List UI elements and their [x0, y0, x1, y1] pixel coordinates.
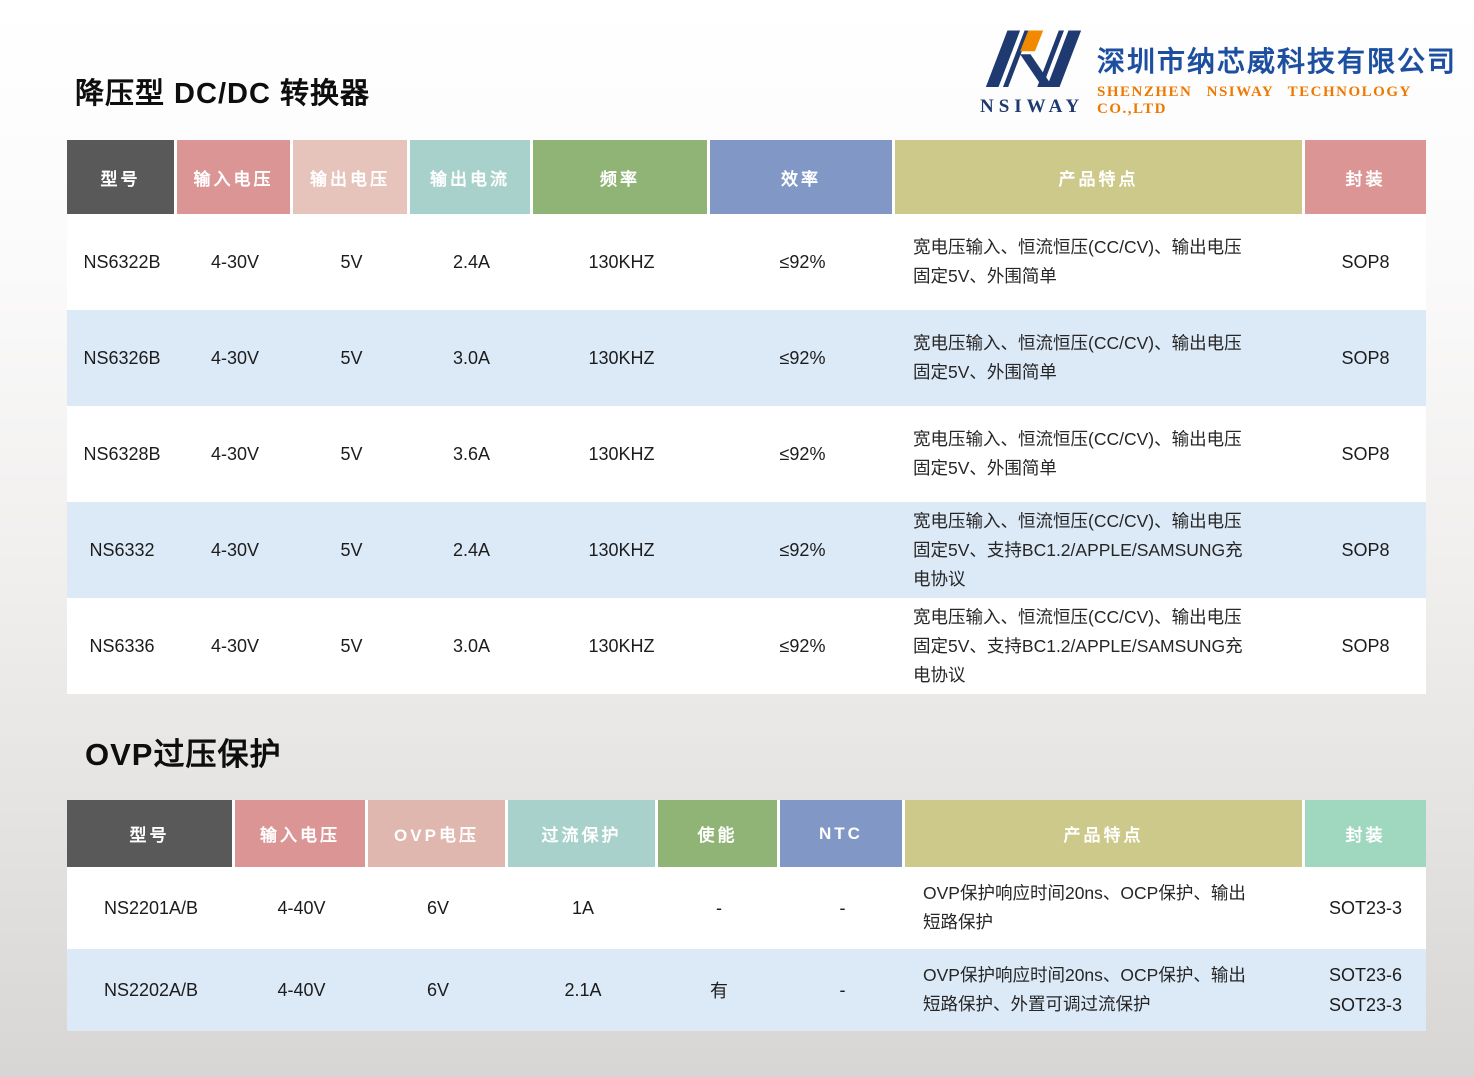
header-features: 产品特点: [895, 140, 1305, 214]
header-model: 型号: [67, 800, 235, 867]
cell-input-voltage: 4-30V: [210, 635, 260, 656]
cell-output-voltage: 5V: [340, 635, 363, 656]
header-input-voltage: 输入电压: [177, 140, 293, 214]
cell-frequency: 130KHZ: [588, 347, 655, 368]
ovp-protection-table: 型号 输入电压 OVP电压 过流保护 使能 NTC 产品特点 封装 NS2201…: [67, 800, 1426, 1031]
company-logo: NSIWAY 深圳市纳芯威科技有限公司 SHENZHEN NSIWAY TECH…: [980, 26, 1474, 118]
logo-brand-text: NSIWAY: [980, 96, 1085, 117]
cell-output-voltage: 5V: [340, 539, 363, 560]
cell-efficiency: ≤92%: [779, 443, 826, 464]
cell-package: SOP8: [1341, 444, 1390, 464]
table-row: NS6326B 4-30V 5V 3.0A 130KHZ ≤92% 宽电压输入、…: [67, 310, 1426, 406]
cell-package: SOT23-3: [1328, 898, 1403, 918]
cell-output-voltage: 5V: [340, 251, 363, 272]
header-frequency: 频率: [533, 140, 710, 214]
cell-frequency: 130KHZ: [588, 539, 655, 560]
header-features: 产品特点: [905, 800, 1305, 867]
cell-model: NS6332: [89, 539, 155, 560]
table-row: NS6332 4-30V 5V 2.4A 130KHZ ≤92% 宽电压输入、恒…: [67, 502, 1426, 598]
table-row: NS6328B 4-30V 5V 3.6A 130KHZ ≤92% 宽电压输入、…: [67, 406, 1426, 502]
cell-features: 宽电压输入、恒流恒压(CC/CV)、输出电压 固定5V、外围简单: [913, 333, 1242, 382]
table-row: NS2202A/B 4-40V 6V 2.1A 有 - OVP保护响应时间20n…: [67, 949, 1426, 1031]
cell-output-voltage: 5V: [340, 347, 363, 368]
cell-efficiency: ≤92%: [779, 251, 826, 272]
cell-output-voltage: 5V: [340, 443, 363, 464]
cell-input-voltage: 4-30V: [210, 251, 260, 272]
header-package: 封装: [1305, 800, 1426, 867]
dcdc-converter-table: 型号 输入电压 输出电压 输出电流 频率 效率 产品特点 封装 NS6322B …: [67, 140, 1426, 694]
cell-model: NS2202A/B: [103, 979, 199, 1000]
table-header-row: 型号 输入电压 输出电压 输出电流 频率 效率 产品特点 封装: [67, 140, 1426, 214]
cell-features: 宽电压输入、恒流恒压(CC/CV)、输出电压 固定5V、外围简单: [913, 429, 1242, 478]
cell-output-current: 2.4A: [452, 251, 491, 272]
cell-input-voltage: 4-30V: [210, 443, 260, 464]
cell-package: SOP8: [1341, 636, 1390, 656]
cell-enable: 有: [710, 981, 728, 1001]
cell-efficiency: ≤92%: [779, 539, 826, 560]
header-ocp: 过流保护: [508, 800, 658, 867]
header-ntc: NTC: [780, 800, 905, 867]
cell-model: NS6322B: [83, 251, 161, 272]
company-name-en: SHENZHEN NSIWAY TECHNOLOGY CO.,LTD: [1097, 84, 1412, 117]
cell-ocp: 2.1A: [564, 979, 602, 1000]
cell-input-voltage: 4-40V: [277, 897, 326, 918]
cell-features: 宽电压输入、恒流恒压(CC/CV)、输出电压 固定5V、支持BC1.2/APPL…: [913, 606, 1243, 685]
cell-model: NS6328B: [83, 443, 161, 464]
cell-package: SOP8: [1341, 252, 1390, 272]
nsiway-n-mark-icon: [985, 30, 1082, 88]
table-row: NS6322B 4-30V 5V 2.4A 130KHZ ≤92% 宽电压输入、…: [67, 214, 1426, 310]
section1-title: 降压型 DC/DC 转换器: [75, 78, 370, 110]
cell-features: OVP保护响应时间20ns、OCP保护、输出 短路保护: [923, 883, 1246, 932]
cell-frequency: 130KHZ: [588, 635, 655, 656]
cell-package: SOP8: [1341, 540, 1390, 560]
table-header-row: 型号 输入电压 OVP电压 过流保护 使能 NTC 产品特点 封装: [67, 800, 1426, 867]
header-efficiency: 效率: [710, 140, 895, 214]
cell-frequency: 130KHZ: [588, 251, 655, 272]
header-input-voltage: 输入电压: [235, 800, 368, 867]
cell-features: 宽电压输入、恒流恒压(CC/CV)、输出电压 固定5V、外围简单: [913, 237, 1242, 286]
header-package: 封装: [1305, 140, 1426, 214]
cell-frequency: 130KHZ: [588, 443, 655, 464]
cell-ocp: 1A: [571, 897, 595, 918]
cell-output-current: 2.4A: [452, 539, 491, 560]
header-output-voltage: 输出电压: [293, 140, 410, 214]
cell-enable: -: [716, 897, 722, 918]
cell-ntc: -: [839, 979, 846, 1000]
cell-ntc: -: [839, 897, 846, 918]
header-output-current: 输出电流: [410, 140, 533, 214]
cell-output-current: 3.0A: [452, 347, 491, 368]
cell-features: 宽电压输入、恒流恒压(CC/CV)、输出电压 固定5V、支持BC1.2/APPL…: [913, 510, 1243, 589]
header-ovp-voltage: OVP电压: [368, 800, 508, 867]
cell-input-voltage: 4-30V: [210, 539, 260, 560]
cell-efficiency: ≤92%: [779, 347, 826, 368]
cell-ovp-voltage: 6V: [426, 897, 450, 918]
cell-output-current: 3.6A: [452, 443, 491, 464]
cell-input-voltage: 4-30V: [210, 347, 260, 368]
cell-output-current: 3.0A: [452, 635, 491, 656]
header-enable: 使能: [658, 800, 780, 867]
cell-package: SOP8: [1341, 348, 1390, 368]
cell-model: NS6326B: [83, 347, 161, 368]
section2-title: OVP过压保护: [85, 737, 282, 772]
cell-features: OVP保护响应时间20ns、OCP保护、输出 短路保护、外置可调过流保护: [923, 965, 1246, 1014]
cell-model: NS6336: [89, 635, 155, 656]
header-model: 型号: [67, 140, 177, 214]
cell-input-voltage: 4-40V: [277, 979, 326, 1000]
cell-efficiency: ≤92%: [779, 635, 826, 656]
nsiway-logo-icon: NSIWAY: [980, 26, 1084, 118]
table-row: NS2201A/B 4-40V 6V 1A - - OVP保护响应时间20ns、…: [67, 867, 1426, 949]
table-row: NS6336 4-30V 5V 3.0A 130KHZ ≤92% 宽电压输入、恒…: [67, 598, 1426, 694]
cell-package: SOT23-6 SOT23-3: [1328, 965, 1403, 1015]
company-name-cn: 深圳市纳芯威科技有限公司: [1097, 46, 1458, 77]
cell-ovp-voltage: 6V: [426, 979, 450, 1000]
cell-model: NS2201A/B: [103, 897, 199, 918]
